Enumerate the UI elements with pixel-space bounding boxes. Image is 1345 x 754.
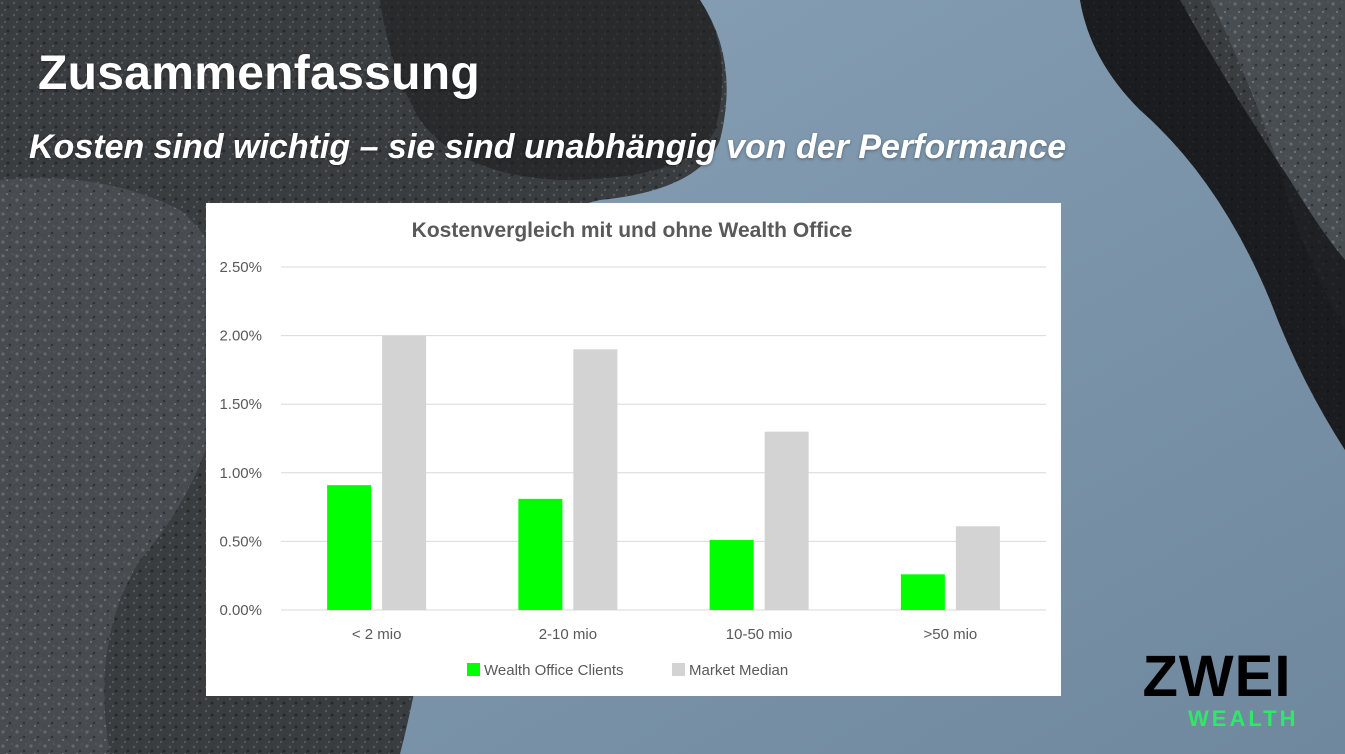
y-tick-label: 2.50% (219, 259, 262, 276)
legend-label: Wealth Office Clients (484, 662, 624, 679)
brand-logo: ZWEI WEALTH (1122, 646, 1312, 736)
bar-wealth-office-clients (709, 540, 754, 610)
legend-swatch (672, 663, 685, 676)
x-tick-label: 10-50 mio (726, 626, 793, 643)
bars (327, 335, 1000, 610)
x-axis-ticks: < 2 mio 2-10 mio 10-50 mio >50 mio (352, 626, 977, 643)
logo-subtitle: WEALTH (1188, 706, 1299, 731)
y-tick-label: 2.00% (219, 328, 262, 345)
y-tick-label: 1.50% (219, 396, 262, 413)
legend-swatch (467, 663, 480, 676)
y-tick-label: 1.00% (219, 465, 262, 482)
bar-wealth-office-clients (327, 485, 372, 610)
y-axis-ticks: 0.00% 0.50% 1.00% 1.50% 2.00% 2.50% (219, 259, 262, 619)
y-tick-label: 0.00% (219, 602, 262, 619)
bar-chart: Kostenvergleich mit und ohne Wealth Offi… (219, 219, 1046, 679)
logo-wordmark: ZWEI (1142, 644, 1292, 709)
x-tick-label: 2-10 mio (539, 626, 597, 643)
bar-wealth-office-clients (518, 498, 563, 610)
x-tick-label: >50 mio (923, 626, 977, 643)
bar-market-median (764, 431, 809, 610)
y-tick-label: 0.50% (219, 533, 262, 550)
bar-market-median (955, 526, 1000, 610)
slide-title: Zusammenfassung (38, 47, 480, 100)
legend-item: Market Median (672, 662, 788, 679)
chart-title: Kostenvergleich mit und ohne Wealth Offi… (412, 219, 853, 242)
legend-item: Wealth Office Clients (467, 662, 624, 679)
bar-market-median (382, 335, 427, 610)
bar-market-median (573, 349, 618, 610)
slide-subtitle: Kosten sind wichtig – sie sind unabhängi… (29, 128, 1067, 166)
legend: Wealth Office Clients Market Median (467, 662, 788, 679)
bar-wealth-office-clients (900, 574, 945, 610)
chart-panel: Kostenvergleich mit und ohne Wealth Offi… (206, 203, 1061, 696)
legend-label: Market Median (689, 662, 788, 679)
x-tick-label: < 2 mio (352, 626, 402, 643)
